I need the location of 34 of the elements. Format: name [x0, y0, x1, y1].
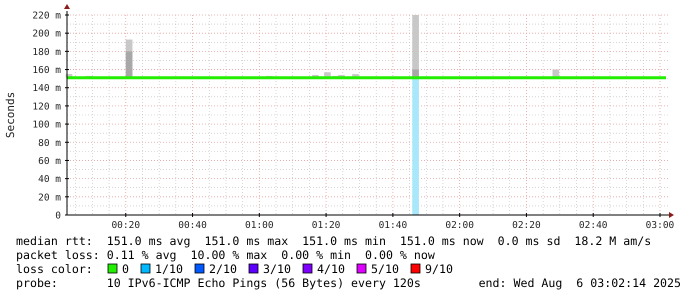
y-tick-label: 80 m — [38, 138, 62, 149]
y-axis-title: Seconds — [4, 92, 17, 138]
y-tick-label: 0 — [55, 210, 62, 222]
legend-label: 9/10 — [425, 262, 453, 276]
x-tick-label: 03:00 — [646, 220, 675, 231]
legend-label: 5/10 — [371, 262, 399, 276]
x-tick-label: 02:40 — [578, 220, 608, 231]
text: probe: 10 IPv6-ICMP Echo Pings (56 Bytes) every 120s — [16, 276, 421, 290]
y-tick-label: 200 m — [32, 28, 62, 40]
legend-label: 1/10 — [155, 262, 183, 276]
legend-label: 2/10 — [209, 262, 237, 276]
y-tick-label: 220 m — [32, 10, 62, 22]
legend-title: loss color: — [16, 262, 93, 276]
y-tick-label: 100 m — [32, 120, 62, 131]
y-tick-label: 160 m — [32, 65, 62, 76]
y-tick-label: 60 m — [38, 156, 62, 167]
x-tick-label: 00:40 — [178, 220, 208, 231]
x-tick-label: 02:20 — [512, 220, 541, 231]
y-tick-label: 140 m — [32, 83, 62, 94]
text: packet loss: 0.11 % avg 10.00 % max 0.00 % min 0.00 % now — [16, 248, 435, 262]
y-tick-label: 20 m — [38, 192, 62, 204]
y-tick-label: 40 m — [38, 174, 62, 186]
legend-label: 0 — [122, 262, 129, 276]
y-tick-label: 120 m — [32, 101, 62, 112]
text: median rtt: 151.0 ms avg 151.0 ms max 151.0 ms min 151.0 ms now 0.0 ms sd 18.2 M am/s — [16, 234, 652, 248]
text: end: Wed Aug 6 03:02:14 2025 — [478, 276, 682, 290]
legend-label: 4/10 — [317, 262, 345, 276]
y-tick-label: 180 m — [32, 46, 62, 58]
x-tick-label: 01:20 — [312, 220, 341, 231]
x-tick-label: 00:20 — [111, 220, 140, 231]
legend-label: 3/10 — [263, 262, 291, 276]
x-tick-label: 02:00 — [445, 220, 474, 231]
x-tick-label: 01:40 — [378, 220, 408, 231]
x-tick-label: 01:00 — [245, 220, 274, 231]
